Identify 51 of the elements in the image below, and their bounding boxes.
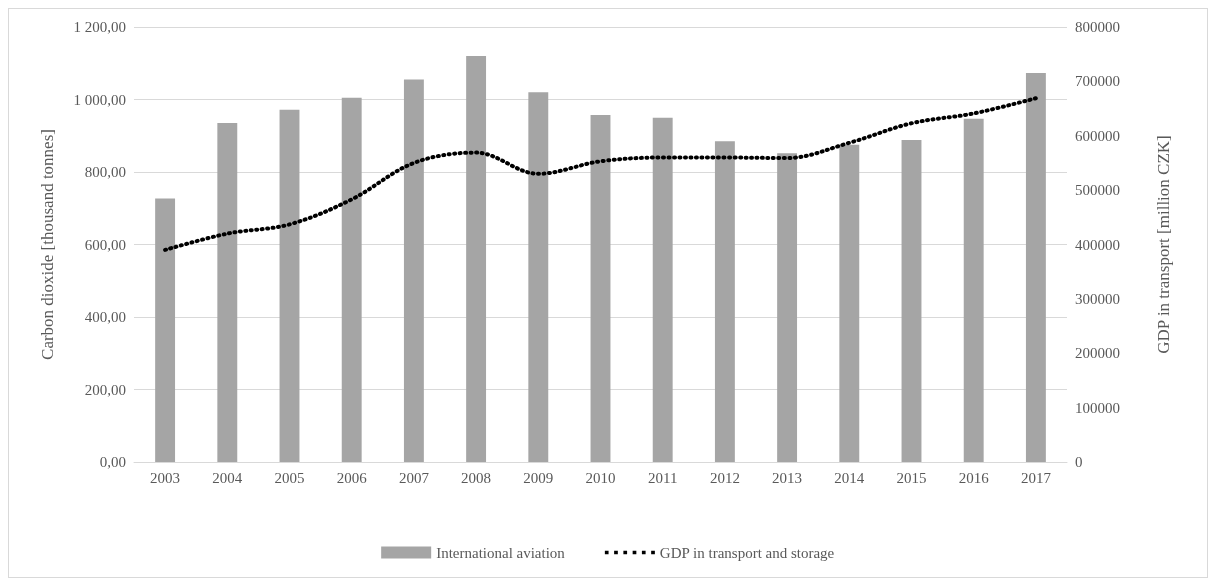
y2-tick-label: 300000 (1075, 290, 1120, 307)
bar (590, 115, 611, 462)
x-tick-label: 2011 (647, 469, 678, 486)
x-tick-label: 2010 (585, 469, 616, 486)
legend-label: International aviation (436, 544, 566, 561)
y-tick-label: 1 000,00 (73, 91, 126, 108)
bar (341, 97, 362, 462)
bar (901, 140, 922, 462)
x-tick-label: 2014 (834, 469, 865, 486)
x-tick-label: 2003 (150, 469, 181, 486)
y2-axis-title: GDP in transport [million CZK] (1154, 135, 1173, 354)
bar (279, 109, 300, 462)
line-series (163, 96, 1038, 252)
y-tick-label: 400,00 (84, 309, 126, 325)
y2-tick-label: 700000 (1075, 73, 1120, 90)
y2-tick-label: 100000 (1075, 399, 1120, 416)
bar (652, 117, 673, 462)
y2-tick-label: 800000 (1075, 19, 1120, 35)
y-tick-label: 0,00 (99, 454, 126, 470)
x-tick-label: 2009 (523, 469, 554, 486)
x-tick-label: 2007 (398, 469, 430, 486)
bar (963, 118, 984, 462)
bar (466, 56, 487, 462)
y2-tick-label: 600000 (1075, 127, 1120, 144)
bar (403, 79, 424, 462)
legend-label: GDP in transport and storage (659, 544, 835, 561)
y2-tick-label: 400000 (1075, 236, 1120, 253)
y-axis-title: Carbon dioxide [thousand tonnes] (38, 129, 57, 360)
x-tick-label: 2016 (958, 469, 990, 486)
bar (528, 92, 549, 462)
y2-tick-label: 200000 (1075, 345, 1120, 362)
y-tick-label: 200,00 (84, 381, 126, 398)
bar (714, 141, 735, 462)
bar (1025, 73, 1046, 462)
bar (777, 153, 798, 462)
bar (155, 198, 176, 462)
y-tick-label: 1 200,00 (73, 19, 126, 35)
y-tick-label: 600,00 (84, 236, 126, 253)
bar (217, 123, 238, 462)
y-tick-label: 800,00 (84, 164, 126, 180)
x-tick-label: 2004 (212, 469, 243, 486)
x-tick-label: 2005 (274, 469, 305, 486)
x-tick-label: 2012 (709, 469, 740, 486)
x-tick-label: 2006 (336, 469, 368, 486)
y2-tick-label: 500000 (1075, 182, 1120, 199)
x-tick-label: 2013 (772, 469, 803, 486)
x-tick-label: 2015 (896, 469, 927, 486)
x-tick-label: 2008 (461, 469, 492, 486)
y2-tick-label: 0 (1075, 454, 1083, 470)
bar (839, 144, 860, 462)
x-tick-label: 2017 (1020, 469, 1052, 486)
